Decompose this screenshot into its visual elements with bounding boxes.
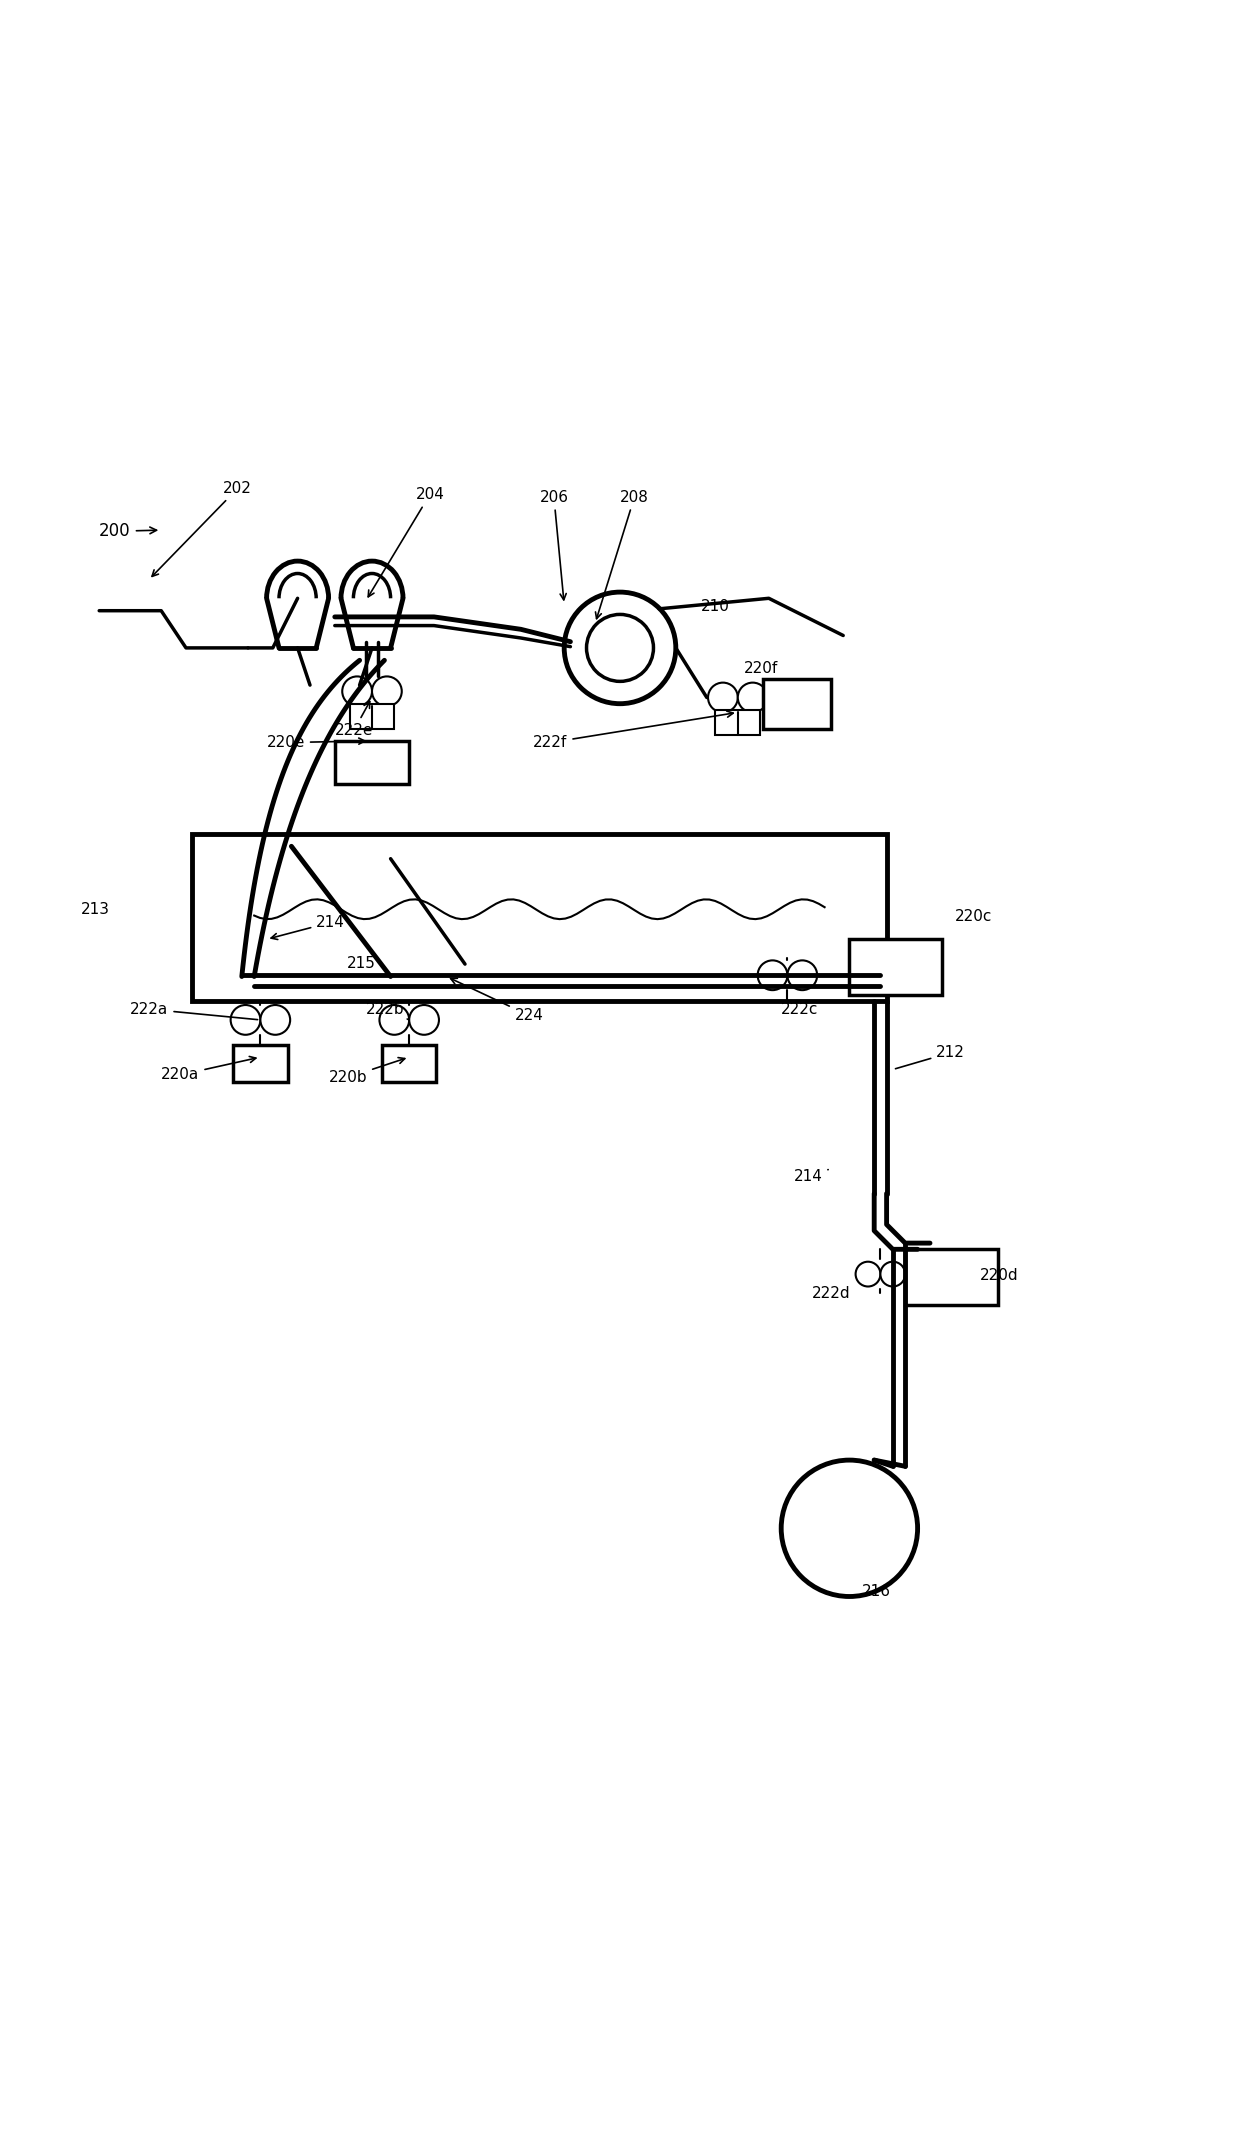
Bar: [715, 710, 760, 734]
Circle shape: [781, 1461, 918, 1596]
Bar: [849, 939, 942, 995]
Circle shape: [758, 960, 787, 990]
Text: 224: 224: [450, 978, 543, 1022]
Circle shape: [409, 1005, 439, 1035]
Bar: [192, 834, 887, 1001]
Circle shape: [856, 1262, 880, 1286]
Circle shape: [880, 1262, 905, 1286]
Text: 213: 213: [81, 903, 109, 918]
Text: 220f: 220f: [744, 661, 779, 676]
Bar: [233, 1044, 288, 1082]
Text: 220c: 220c: [955, 909, 992, 924]
Text: 222f: 222f: [533, 710, 733, 751]
Text: 220b: 220b: [329, 1057, 404, 1084]
Text: 222d: 222d: [812, 1286, 851, 1301]
Circle shape: [738, 682, 768, 712]
Circle shape: [342, 676, 372, 706]
Text: 222e: 222e: [335, 702, 373, 738]
Text: 210: 210: [701, 599, 729, 614]
Circle shape: [587, 614, 653, 682]
Circle shape: [708, 682, 738, 712]
Text: 222b: 222b: [366, 1001, 409, 1020]
Circle shape: [260, 1005, 290, 1035]
Text: 200: 200: [99, 522, 156, 541]
Text: 206: 206: [539, 490, 568, 599]
Circle shape: [564, 593, 676, 704]
Circle shape: [372, 676, 402, 706]
Text: 220a: 220a: [161, 1057, 255, 1082]
Bar: [350, 704, 394, 729]
Text: 214: 214: [272, 915, 345, 939]
Bar: [905, 1249, 998, 1305]
Circle shape: [787, 960, 817, 990]
Text: 204: 204: [368, 488, 444, 597]
Text: 220e: 220e: [267, 736, 365, 751]
Text: 215: 215: [347, 956, 376, 971]
Text: 222c: 222c: [781, 1001, 818, 1016]
Bar: [763, 678, 831, 729]
Text: 216: 216: [862, 1585, 890, 1600]
Text: 202: 202: [153, 481, 252, 575]
Bar: [382, 1044, 436, 1082]
Circle shape: [231, 1005, 260, 1035]
Text: 220d: 220d: [980, 1268, 1018, 1283]
Text: 208: 208: [595, 490, 649, 618]
Bar: [335, 740, 409, 785]
Text: 212: 212: [895, 1046, 965, 1070]
Text: 222a: 222a: [130, 1001, 258, 1020]
Text: 214: 214: [794, 1170, 828, 1185]
Circle shape: [379, 1005, 409, 1035]
